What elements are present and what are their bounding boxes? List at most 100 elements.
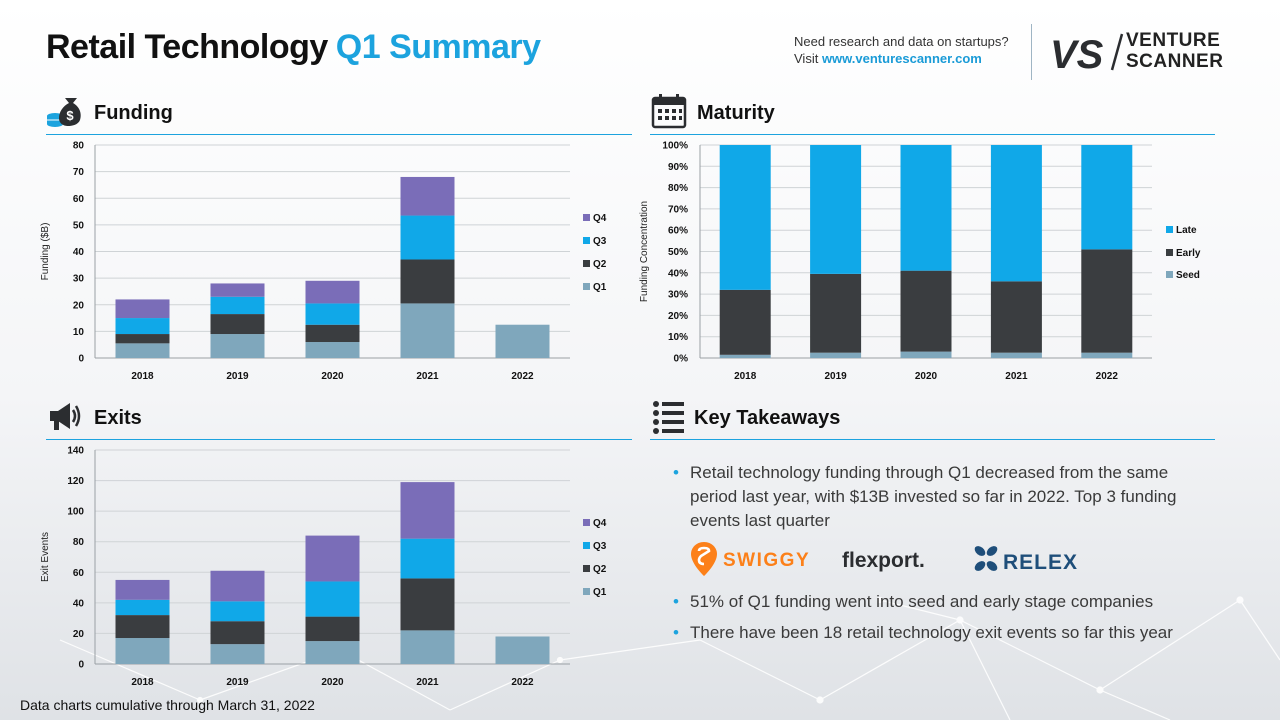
page-title-accent: Q1 Summary [335,28,541,66]
maturity-section-title: Maturity [697,102,775,124]
x-tick-label: 2022 [511,677,534,688]
bar-2021-q3 [400,215,455,260]
x-tick-label: 2019 [226,371,249,382]
legend-swatch [583,542,590,549]
y-tick-label: 100 [67,507,84,518]
y-axis-title: Exit Events [40,532,51,582]
bar-2019-q2 [210,621,265,645]
legend-label: Q3 [593,541,607,552]
y-tick-label: 40 [73,598,85,609]
legend-label: Q2 [593,564,607,575]
exits-chart: 0 20 40 60 80 100 120 140 Exit Events 2018 2019 202… [40,446,607,689]
bar-2020-q2 [305,324,360,343]
money-bag-icon: $ [47,98,81,127]
legend-label: Q1 [593,282,607,293]
bar-2018-q1 [115,638,170,664]
bar-2022-q1 [495,324,550,358]
bar-2021-q4 [400,176,455,216]
bar-2019-q2 [210,314,265,335]
legend-label: Seed [1176,270,1200,281]
bar-2022-early [1081,249,1133,353]
y-axis-title: Funding Concentration [639,201,650,302]
bar-2018-q4 [115,579,170,600]
bar-2021-early [990,281,1042,353]
y-tick-label: 80% [668,183,688,194]
bar-2020-q3 [305,303,360,325]
bar-2019-late [810,145,862,274]
legend-swatch [583,214,590,221]
footer-note: Data charts cumulative through March 31,… [20,697,315,713]
bar-2018-q2 [115,334,170,344]
x-tick-label: 2018 [734,371,757,382]
legend-swatch [1166,271,1173,278]
y-tick-label: 10 [73,327,85,338]
legend-swatch [1166,226,1173,233]
legend-swatch [583,519,590,526]
bar-2019-seed [810,352,862,358]
legend-label: Q4 [593,213,607,224]
bar-2018-q2 [115,615,170,639]
legend-label: Early [1176,248,1201,259]
y-tick-label: 40 [73,247,85,258]
bar-2019-q4 [210,570,265,602]
bar-2020-q3 [305,581,360,617]
x-tick-label: 2018 [131,677,154,688]
legend-swatch [1166,249,1173,256]
exits-section-rule [46,439,632,440]
bar-2021-q1 [400,303,455,358]
company-flexport: flexport. [842,549,925,572]
bar-2020-early [900,270,952,352]
takeaway-text-3: There have been 18 retail technology exi… [690,623,1173,642]
maturity-section-rule [650,134,1215,135]
legend-label: Q3 [593,236,607,247]
promo-text: Need research and data on startups? Visi… [794,33,1009,67]
y-tick-label: 40% [668,268,688,279]
bullet-dot: • [673,592,679,611]
x-tick-label: 2019 [824,371,847,382]
x-tick-label: 2021 [416,677,439,688]
bar-2020-q4 [305,535,360,582]
takeaway-text-1: Retail technology funding through Q1 dec… [690,463,1177,530]
bar-2021-q1 [400,630,455,664]
y-tick-label: 140 [67,446,84,457]
list-icon [653,401,684,434]
bar-2018-q4 [115,299,170,319]
logo-mark: VS [1050,33,1104,77]
y-tick-label: 0 [78,354,84,365]
takeaway-bullet-3: • There have been 18 retail technology e… [673,621,1210,645]
swiggy-logo: SWIGGY [691,542,809,576]
bar-2021-q2 [400,578,455,631]
funding-chart: 0 10 20 30 40 50 60 70 80 Funding ($B) 2018 2019 202… [40,141,607,383]
y-tick-label: 20% [668,311,688,322]
exits-section-title: Exits [94,407,142,429]
header-divider [1031,24,1032,80]
bar-2020-q2 [305,616,360,642]
legend-label: Q2 [593,259,607,270]
y-tick-label: 30% [668,290,688,301]
y-tick-label: 60% [668,226,688,237]
website-link[interactable]: www.venturescanner.com [821,51,982,66]
x-tick-label: 2021 [1005,371,1028,382]
promo-line: Need research and data on startups? [794,34,1009,49]
takeaway-text-2: 51% of Q1 funding went into seed and ear… [690,592,1154,611]
funding-section-title: Funding [94,102,173,124]
bar-2018-q1 [115,343,170,358]
legend-swatch [583,283,590,290]
y-tick-label: 50% [668,247,688,258]
x-tick-label: 2018 [131,371,154,382]
bar-2022-q1 [495,636,550,664]
page-title-main: Retail Technology [46,28,328,66]
legend-swatch [583,260,590,267]
x-tick-label: 2020 [321,371,344,382]
takeaway-bullet-1: • Retail technology funding through Q1 d… [673,461,1210,533]
bar-2019-early [810,273,862,353]
legend-label: Q1 [593,587,607,598]
bar-2020-late [900,145,952,271]
funding-section-rule [46,134,632,135]
legend-swatch [583,565,590,572]
legend-swatch [583,237,590,244]
bar-2019-q1 [210,334,265,358]
x-tick-label: 2021 [416,371,439,382]
flexport-logo: flexport. [842,549,925,572]
x-tick-label: 2022 [1096,371,1119,382]
